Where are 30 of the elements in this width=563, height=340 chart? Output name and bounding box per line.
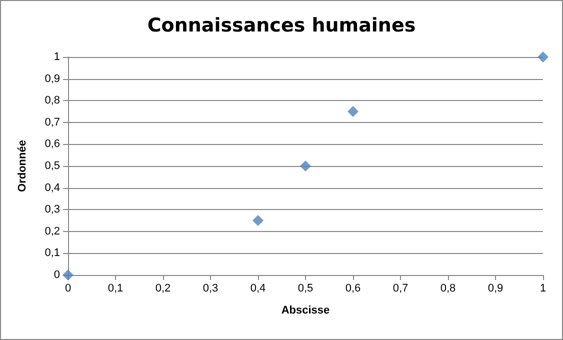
y-tick-label: 0,6 bbox=[44, 138, 60, 150]
x-tick-label: 0,6 bbox=[345, 282, 361, 294]
x-tick-label: 0,3 bbox=[202, 282, 218, 294]
x-tick-label: 0,4 bbox=[250, 282, 266, 294]
y-tick-label: 0,3 bbox=[44, 204, 60, 216]
x-axis-title: Abscisse bbox=[281, 304, 330, 316]
y-tick-label: 0,8 bbox=[44, 94, 60, 107]
y-tick-label: 0,2 bbox=[44, 225, 60, 238]
y-tick-label: 0,7 bbox=[44, 116, 60, 128]
x-tick-label: 0,8 bbox=[440, 282, 456, 294]
y-tick-label: 0,5 bbox=[44, 160, 60, 172]
y-tick-label: 0 bbox=[54, 269, 60, 281]
point bbox=[252, 215, 264, 226]
x-tick-label: 0,1 bbox=[108, 282, 124, 294]
y-tick-label: 1 bbox=[54, 51, 60, 63]
y-tick-label: 0,4 bbox=[44, 182, 60, 194]
x-tick-label: 0 bbox=[64, 282, 72, 294]
x-tick-label: 0,2 bbox=[155, 282, 171, 294]
point bbox=[62, 270, 74, 280]
x-tick-label: 0,5 bbox=[298, 282, 314, 294]
x-tick-label: 0,7 bbox=[392, 282, 408, 294]
point bbox=[348, 106, 358, 117]
point bbox=[300, 160, 311, 172]
y-axis-title: Ordonnée bbox=[16, 140, 28, 192]
x-tick-label: 0,9 bbox=[488, 282, 504, 294]
x-tick-label: 1 bbox=[540, 282, 546, 294]
chart-title: Connaissances humaines bbox=[147, 14, 416, 36]
point bbox=[538, 52, 548, 62]
y-tick-label: 0,1 bbox=[44, 247, 60, 260]
y-tick-label: 0,9 bbox=[44, 72, 60, 85]
